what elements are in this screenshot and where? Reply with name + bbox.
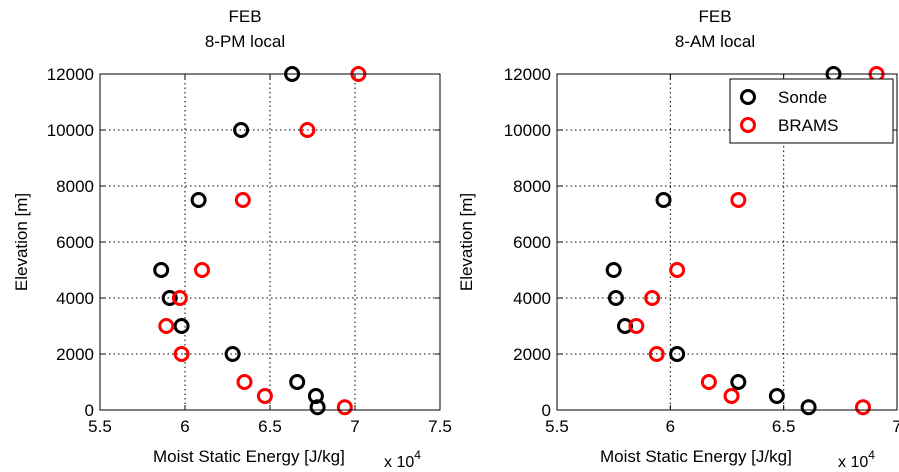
left-point-sonde xyxy=(155,264,168,277)
left-points xyxy=(155,68,365,414)
left-x-tick-label: 6 xyxy=(180,417,189,436)
left-point-brams xyxy=(238,376,251,389)
left-point-brams xyxy=(160,320,173,333)
right-point-sonde xyxy=(657,194,670,207)
left-y-tick-label: 2000 xyxy=(56,345,94,364)
left-grid xyxy=(100,74,440,410)
right-x-axis-label: Moist Static Energy [J/kg] xyxy=(600,447,792,466)
left-y-axis-label: Elevation [m] xyxy=(12,193,31,291)
right-point-sonde xyxy=(607,264,620,277)
legend: Sonde BRAMS xyxy=(730,79,893,143)
left-x-tick-label: 6.5 xyxy=(258,417,282,436)
right-panel: FEB 8-AM local 5.5 6 6.5 702000400060008000… xyxy=(457,7,899,471)
left-y-tick-label: 12000 xyxy=(47,65,94,84)
right-point-brams xyxy=(725,390,738,403)
right-point-brams xyxy=(671,264,684,277)
left-point-sonde xyxy=(226,348,239,361)
right-y-tick-label: 8000 xyxy=(513,177,551,196)
right-point-sonde xyxy=(770,390,783,403)
legend-label-sonde: Sonde xyxy=(778,88,827,107)
left-point-brams xyxy=(338,401,351,414)
left-point-brams xyxy=(258,390,271,403)
left-point-sonde xyxy=(175,320,188,333)
left-point-brams xyxy=(196,264,209,277)
right-subtitle: 8-AM local xyxy=(675,32,755,51)
right-y-tick-label: 4000 xyxy=(513,289,551,308)
right-x-multiplier-base: x 10 xyxy=(838,454,868,471)
right-point-sonde xyxy=(732,376,745,389)
left-point-sonde xyxy=(192,194,205,207)
right-y-axis-label: Elevation [m] xyxy=(457,193,476,291)
right-x-tick-label: 7 xyxy=(892,417,899,436)
legend-label-brams: BRAMS xyxy=(778,116,838,135)
right-point-sonde xyxy=(671,348,684,361)
right-y-tick-label: 6000 xyxy=(513,233,551,252)
left-subtitle: 8-PM local xyxy=(205,32,285,51)
left-x-tick-label: 7 xyxy=(350,417,359,436)
left-title: FEB xyxy=(228,7,261,26)
left-y-tick-label: 6000 xyxy=(56,233,94,252)
left-point-sonde xyxy=(291,376,304,389)
left-y-tick-label: 10000 xyxy=(47,121,94,140)
right-point-brams xyxy=(732,194,745,207)
right-x-multiplier: x 104 xyxy=(838,448,875,471)
left-panel: FEB 8-PM local 5.5 6 6.5 7 7.502000400060008… xyxy=(12,7,452,471)
left-y-tick-label: 0 xyxy=(85,401,94,420)
right-point-brams xyxy=(857,401,870,414)
left-point-brams xyxy=(236,194,249,207)
right-y-tick-label: 10000 xyxy=(504,121,551,140)
left-point-sonde xyxy=(235,124,248,137)
right-point-sonde xyxy=(802,401,815,414)
right-point-brams xyxy=(702,376,715,389)
left-y-tick-label: 8000 xyxy=(56,177,94,196)
left-x-multiplier: x 104 xyxy=(384,448,421,471)
right-x-tick-label: 6.5 xyxy=(772,417,796,436)
left-x-axis-label: Moist Static Energy [J/kg] xyxy=(153,447,345,466)
right-title: FEB xyxy=(698,7,731,26)
left-y-tick-label: 4000 xyxy=(56,289,94,308)
right-x-multiplier-exponent: 4 xyxy=(868,448,875,462)
left-x-multiplier-exponent: 4 xyxy=(414,448,421,462)
right-y-tick-label: 2000 xyxy=(513,345,551,364)
right-y-tick-label: 12000 xyxy=(504,65,551,84)
left-x-tick-label: 7.5 xyxy=(428,417,452,436)
left-x-multiplier-base: x 10 xyxy=(384,454,414,471)
right-y-tick-label: 0 xyxy=(542,401,551,420)
right-x-tick-label: 6 xyxy=(666,417,675,436)
